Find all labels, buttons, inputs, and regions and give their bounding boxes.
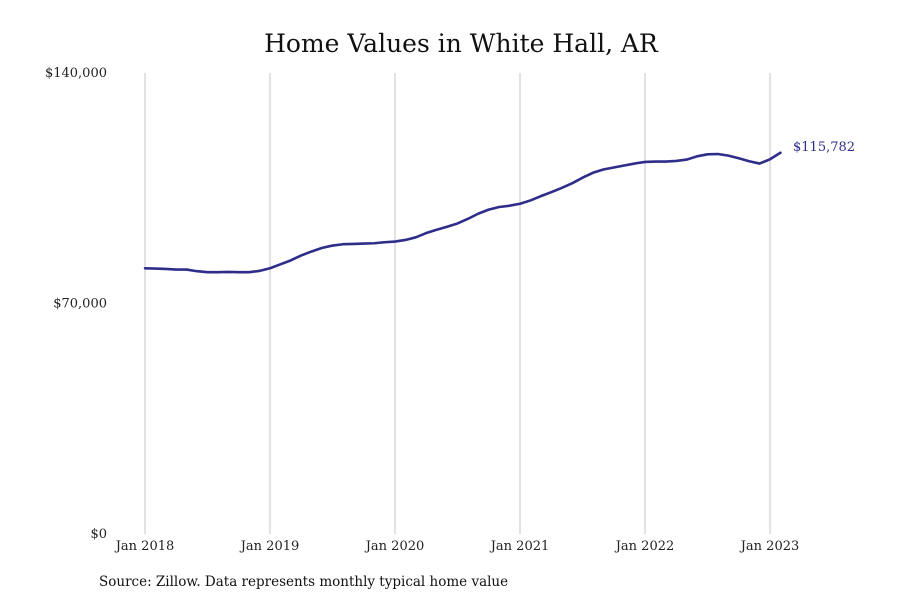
last-value-label: $115,782 <box>793 140 855 155</box>
source-note: Source: Zillow. Data represents monthly … <box>99 574 508 590</box>
x-axis: Jan 2018 Jan 2019 Jan 2020 Jan 2021 Jan 2022… <box>114 539 800 554</box>
x-tick-label: Jan 2019 <box>239 539 300 554</box>
y-tick-label: $0 <box>90 527 107 542</box>
gridlines <box>144 73 771 534</box>
series-line <box>143 151 782 274</box>
x-tick-label: Jan 2021 <box>489 539 550 554</box>
chart-title: Home Values in White Hall, AR <box>264 29 659 58</box>
y-tick-label: $140,000 <box>45 66 107 81</box>
x-tick-label: Jan 2022 <box>614 539 675 554</box>
series-layer <box>143 151 782 274</box>
x-tick-label: Jan 2020 <box>364 539 425 554</box>
x-tick-label: Jan 2023 <box>739 539 800 554</box>
y-tick-label: $70,000 <box>53 297 107 312</box>
y-axis: $0 $70,000 $140,000 <box>45 66 107 542</box>
x-tick-label: Jan 2018 <box>114 539 175 554</box>
